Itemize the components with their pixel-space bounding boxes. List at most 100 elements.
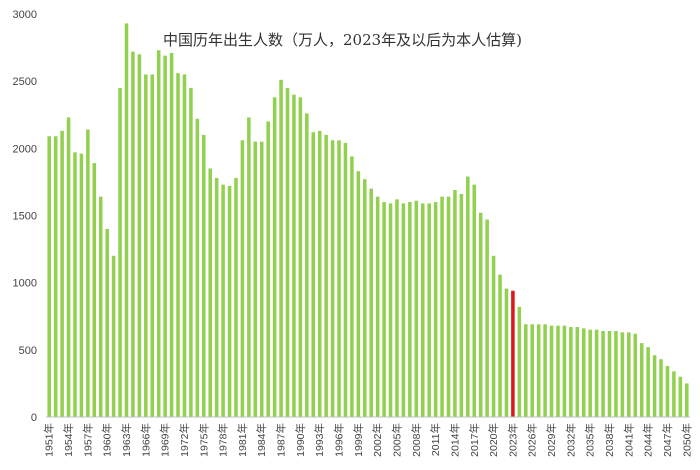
y-tick-label: 1500 bbox=[13, 211, 37, 223]
bar-2008年 bbox=[414, 200, 419, 417]
x-tick-label: 2050年 bbox=[680, 423, 693, 457]
bar-2020年 bbox=[491, 255, 496, 417]
bar-1964年 bbox=[131, 51, 135, 418]
bar-2006年 bbox=[401, 203, 406, 417]
bar-1989年 bbox=[292, 94, 296, 417]
bar-1968年 bbox=[156, 50, 161, 418]
bar-1985年 bbox=[266, 121, 270, 417]
bar-2030年 bbox=[556, 325, 560, 417]
x-tick-label: 2023年 bbox=[506, 423, 519, 457]
bar-2028年 bbox=[543, 324, 547, 417]
bar-1988年 bbox=[285, 87, 290, 417]
bar-1993年 bbox=[317, 130, 322, 417]
x-tick-label: 2038年 bbox=[603, 423, 616, 457]
bar-1966年 bbox=[144, 74, 148, 417]
x-tick-label: 2029年 bbox=[545, 423, 558, 457]
bar-2047年 bbox=[665, 365, 670, 417]
x-tick-label: 2020年 bbox=[487, 423, 500, 457]
bar-2049年 bbox=[678, 376, 683, 417]
bar-2048年 bbox=[672, 371, 676, 417]
x-tick-label: 1969年 bbox=[159, 423, 172, 457]
bar-2016年 bbox=[466, 176, 470, 417]
bar-2001年 bbox=[369, 188, 373, 417]
y-tick-label: 2000 bbox=[13, 143, 37, 155]
x-tick-label: 1966年 bbox=[139, 423, 152, 457]
x-tick-label: 1993年 bbox=[313, 423, 326, 457]
bar-2033年 bbox=[575, 327, 580, 417]
x-tick-label: 1954年 bbox=[62, 423, 75, 457]
x-tick-label: 2044年 bbox=[642, 423, 655, 457]
chart-title: 中国历年出生人数（万人，2023年及以后为本人估算) bbox=[163, 31, 522, 49]
bar-2029年 bbox=[549, 325, 554, 417]
bar-2023年 bbox=[511, 290, 515, 417]
bar-1978年 bbox=[221, 184, 225, 417]
bar-1960年 bbox=[105, 228, 109, 417]
x-tick-label: 2002年 bbox=[371, 423, 384, 457]
bar-2050年 bbox=[685, 383, 689, 417]
bar-1953年 bbox=[60, 130, 64, 417]
bar-1967年 bbox=[150, 74, 155, 417]
bar-2035年 bbox=[588, 329, 592, 417]
bar-2002年 bbox=[375, 196, 380, 417]
bar-2044年 bbox=[646, 347, 650, 417]
bar-1999年 bbox=[356, 171, 361, 417]
x-tick-label: 1984年 bbox=[255, 423, 268, 457]
x-tick-label: 2035年 bbox=[584, 423, 597, 457]
bar-2025年 bbox=[524, 324, 528, 417]
x-tick-label: 2005年 bbox=[390, 423, 403, 457]
bar-2014年 bbox=[453, 189, 457, 417]
x-tick-label: 2032年 bbox=[564, 423, 577, 457]
bar-1974年 bbox=[195, 118, 200, 417]
x-tick-label: 1960年 bbox=[101, 423, 114, 457]
y-tick-label: 2500 bbox=[13, 76, 37, 88]
x-tick-label: 2026年 bbox=[526, 423, 539, 457]
bar-1992年 bbox=[311, 132, 316, 417]
bar-2000年 bbox=[363, 179, 367, 417]
bar-1980年 bbox=[234, 177, 238, 417]
x-tick-label: 1987年 bbox=[275, 423, 288, 457]
bar-2011年 bbox=[433, 202, 438, 417]
x-tick-label: 1963年 bbox=[120, 423, 133, 457]
bar-2045年 bbox=[652, 355, 657, 417]
bar-2017年 bbox=[472, 184, 477, 417]
x-tick-label: 1975年 bbox=[197, 423, 210, 457]
bar-1959年 bbox=[98, 196, 103, 417]
bar-2043年 bbox=[639, 343, 644, 417]
bar-1975年 bbox=[202, 134, 206, 417]
bar-1990年 bbox=[298, 97, 303, 417]
bar-1961年 bbox=[111, 255, 116, 417]
bar-2040年 bbox=[620, 332, 625, 417]
bar-2026年 bbox=[530, 324, 534, 417]
bar-2038年 bbox=[607, 331, 612, 417]
bar-1982年 bbox=[247, 117, 251, 417]
x-tick-label: 1957年 bbox=[81, 423, 94, 457]
x-tick-label: 1978年 bbox=[217, 423, 230, 457]
bar-1996年 bbox=[337, 140, 341, 417]
bar-2031年 bbox=[562, 325, 567, 417]
x-tick-label: 1990年 bbox=[294, 423, 307, 457]
bar-2041年 bbox=[627, 332, 631, 417]
bar-1977年 bbox=[214, 177, 219, 417]
bar-2003年 bbox=[382, 202, 386, 417]
y-axis: 0 500 1000 1500 2000 2500 3000 bbox=[13, 9, 37, 424]
bar-2022年 bbox=[504, 288, 509, 417]
bar-1954年 bbox=[66, 117, 71, 417]
bar-1986年 bbox=[272, 97, 277, 417]
bar-2013年 bbox=[446, 196, 451, 417]
bar-1973年 bbox=[189, 87, 193, 417]
bar-2004年 bbox=[388, 203, 393, 417]
bar-1956年 bbox=[79, 153, 84, 417]
x-tick-label: 2041年 bbox=[622, 423, 635, 457]
bar-1976年 bbox=[208, 168, 212, 417]
bar-1958年 bbox=[92, 163, 97, 417]
bar-2009年 bbox=[420, 203, 425, 417]
x-axis: 1951年 1954年 1957年 1960年 1963年 1966年 1969年 1972年… bbox=[43, 423, 694, 457]
bar-2039年 bbox=[614, 331, 618, 417]
bar-1970年 bbox=[169, 52, 174, 418]
bar-2018年 bbox=[478, 212, 483, 417]
x-tick-label: 2008年 bbox=[410, 423, 423, 457]
bar-1983年 bbox=[253, 141, 258, 417]
bar-1997年 bbox=[343, 142, 348, 417]
bar-1969年 bbox=[163, 55, 167, 417]
